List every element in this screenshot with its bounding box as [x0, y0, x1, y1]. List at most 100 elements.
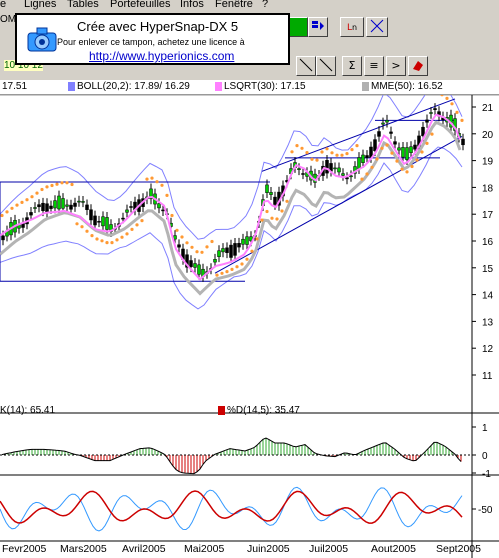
stoch-label-wrap: %D(14,5): 35.47	[218, 405, 300, 416]
candle-body	[365, 155, 369, 158]
toolbar-number-field[interactable]: 10 10 12	[4, 60, 43, 71]
sar-dot	[120, 235, 124, 239]
menu-item-partial[interactable]: e	[0, 0, 7, 10]
macd-panel: 1 0 -1	[0, 423, 491, 480]
month-label: Mai2005	[184, 543, 225, 555]
sar-dot	[220, 271, 224, 275]
candle-body	[129, 206, 133, 208]
sar-dot	[405, 170, 409, 174]
sigma-icon[interactable]: Σ	[342, 56, 362, 76]
sar-dot	[55, 182, 59, 186]
menu-item-help[interactable]: ?	[262, 0, 269, 10]
candle-body	[105, 217, 109, 230]
candle-body	[53, 200, 57, 209]
menu-item-tables[interactable]: Tables	[67, 0, 99, 10]
sar-dot	[185, 241, 189, 245]
menu-item-fenetre[interactable]: Fenêtre	[215, 0, 253, 10]
sar-dot	[15, 203, 19, 207]
menu-item-portefeuilles[interactable]: Portefeuilles	[110, 0, 171, 10]
eraser-icon[interactable]	[408, 56, 428, 76]
stamp-url-link[interactable]: http://www.hyperionics.com	[89, 49, 235, 63]
menu-item-lignes[interactable]: Lignes	[24, 0, 57, 10]
sar-dot	[200, 250, 204, 254]
legend-boll-label: BOLL(20,2): 17.89/ 16.29	[77, 81, 190, 92]
candle-body	[361, 154, 365, 163]
macd-tick-label: 1	[482, 423, 488, 434]
sar-dot	[225, 270, 229, 274]
stoch-label: %D(14,5): 35.47	[227, 405, 300, 416]
sar-dot	[290, 150, 294, 154]
candle-body	[393, 141, 397, 145]
line-draw-2-icon[interactable]	[316, 56, 336, 76]
sar-dot	[250, 249, 254, 253]
candle-body	[401, 147, 405, 158]
sar-dot	[455, 110, 459, 114]
candle-body	[49, 205, 53, 209]
candle-body	[273, 196, 277, 205]
price-tick-label: 15	[482, 264, 494, 275]
scale-icon[interactable]	[366, 17, 388, 37]
sar-dot	[415, 158, 419, 162]
sar-dot	[205, 245, 209, 249]
sar-dot	[315, 158, 319, 162]
bollinger-lower-line	[0, 146, 463, 310]
stamp-subtitle: Pour enlever ce tampon, achetez une lice…	[57, 37, 245, 47]
candle-body	[301, 173, 305, 175]
sar-dot	[75, 222, 79, 226]
sar-dot	[45, 185, 49, 189]
bar-chart-icon[interactable]	[308, 17, 328, 37]
log-scale-icon[interactable]: Ln	[340, 17, 364, 37]
candle-body	[373, 139, 377, 152]
candle-body	[325, 160, 329, 174]
sar-dot	[135, 223, 139, 227]
toolbar-left-label: OM	[0, 14, 17, 25]
price-tick-label: 19	[482, 157, 494, 168]
macd-tick-label: -1	[482, 469, 491, 480]
candle-body	[149, 188, 153, 200]
price-tick-label: 20	[482, 130, 494, 141]
candle-body	[73, 202, 77, 207]
candle-body	[345, 177, 349, 180]
sar-dot	[355, 144, 359, 148]
candle-body	[333, 167, 337, 170]
sar-dot	[460, 118, 464, 122]
candle-body	[217, 250, 221, 257]
candle-body	[337, 167, 341, 173]
stoch-tick-label: -50	[478, 505, 493, 516]
sar-dot	[180, 235, 184, 239]
chart-grid	[0, 95, 499, 558]
boll-swatch	[68, 81, 75, 91]
month-label: Sept2005	[436, 543, 481, 555]
sar-dot	[295, 144, 299, 148]
candle-body	[433, 108, 437, 110]
sar-dot	[210, 239, 214, 244]
sar-dot	[445, 96, 449, 100]
candle-body	[405, 147, 409, 160]
sar-dot	[160, 183, 164, 187]
price-tick-label: 17	[482, 210, 494, 221]
sar-dot	[420, 150, 424, 154]
candle-body	[389, 131, 393, 134]
candle-body	[57, 195, 61, 210]
sar-dot	[30, 195, 34, 199]
price-tick-label: 11	[482, 371, 493, 382]
candle-body	[245, 236, 249, 245]
candle-body	[1, 235, 5, 241]
month-label: Juin2005	[247, 543, 290, 555]
menu-item-infos[interactable]: Infos	[180, 0, 204, 10]
arrow-icon[interactable]: >	[386, 56, 406, 76]
sar-dot	[150, 176, 154, 180]
candle-body	[297, 168, 301, 170]
candle-body	[125, 209, 129, 213]
month-label: Juil2005	[309, 543, 349, 555]
sar-dot	[275, 217, 279, 221]
list-icon[interactable]: ≡	[364, 56, 384, 76]
candle-body	[161, 209, 165, 212]
candle-body	[41, 202, 45, 211]
sar-dot	[350, 148, 354, 152]
chart-tool-button[interactable]	[288, 17, 308, 37]
line-draw-icon[interactable]	[296, 56, 316, 76]
candle-body	[213, 259, 217, 263]
camera-icon	[27, 27, 57, 52]
